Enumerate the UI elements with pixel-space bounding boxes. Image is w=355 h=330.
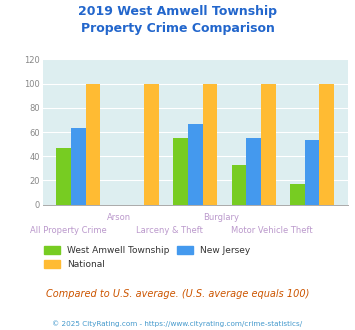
Bar [232,165,246,205]
Bar [261,83,275,205]
Bar [86,83,100,205]
Bar [246,138,261,205]
Bar [56,148,71,205]
Bar [173,138,188,205]
Text: 2019 West Amwell Township
Property Crime Comparison: 2019 West Amwell Township Property Crime… [78,5,277,35]
Text: Burglary: Burglary [203,213,239,222]
Bar [71,128,86,205]
Text: Motor Vehicle Theft: Motor Vehicle Theft [231,226,312,235]
Text: Arson: Arson [107,213,131,222]
Bar [203,83,217,205]
Text: All Property Crime: All Property Crime [30,226,106,235]
Legend: West Amwell Township, National, New Jersey: West Amwell Township, National, New Jers… [40,243,254,273]
Text: Larceny & Theft: Larceny & Theft [136,226,203,235]
Bar [320,83,334,205]
Text: © 2025 CityRating.com - https://www.cityrating.com/crime-statistics/: © 2025 CityRating.com - https://www.city… [53,321,302,327]
Bar [144,83,159,205]
Bar [305,141,320,205]
Text: Compared to U.S. average. (U.S. average equals 100): Compared to U.S. average. (U.S. average … [46,289,309,299]
Bar [290,184,305,205]
Bar [188,123,203,205]
